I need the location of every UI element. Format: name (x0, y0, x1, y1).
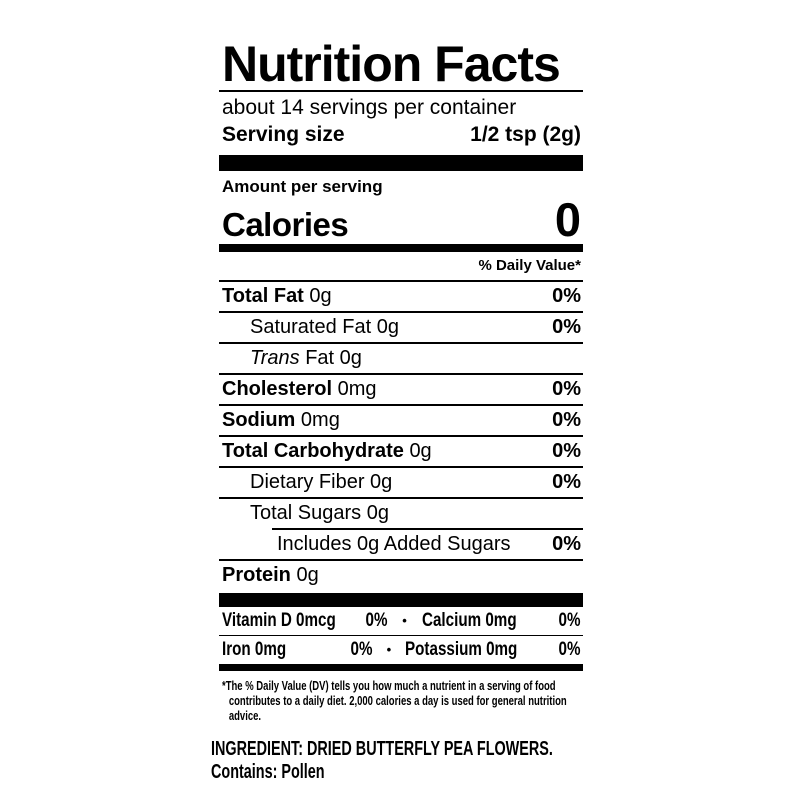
thick-bar-top (219, 155, 583, 171)
label-title: Nutrition Facts (222, 36, 561, 92)
nutrient-name: Total Fat 0g (222, 285, 332, 307)
servings-per-container: about 14 servings per container (222, 96, 517, 119)
nutrient-row-trans-fat: Trans Fat 0g (219, 344, 583, 375)
bullet-separator: • (402, 613, 407, 628)
bullet-separator: • (386, 642, 392, 657)
vitamin-row-2: Iron 0mg 0% • Potassium 0mg 0% (219, 636, 583, 664)
partial-divider-added-sugars (272, 528, 583, 530)
title-divider (219, 90, 583, 92)
vitamin-name: Potassium 0mg (404, 639, 518, 660)
daily-value-footnote: *The % Daily Value (DV) tells you how mu… (222, 679, 567, 723)
nutrient-dv: 0% (552, 316, 581, 338)
serving-size-value: 1/2 tsp (2g) (470, 123, 581, 146)
nutrient-name: Dietary Fiber 0g (250, 471, 393, 493)
nutrient-dv: 0% (552, 409, 581, 431)
thick-bar-protein (219, 593, 583, 607)
vitamin-name: Vitamin D 0mcg (222, 610, 336, 631)
nutrient-dv: 0% (552, 440, 581, 462)
daily-value-header: % Daily Value* (219, 252, 583, 282)
nutrient-dv: 0% (552, 285, 581, 307)
nutrient-dv: 0% (552, 378, 581, 400)
vitamin-row-1: Vitamin D 0mcg 0% • Calcium 0mg 0% (219, 607, 583, 636)
vitamin-name: Calcium 0mg (422, 610, 517, 631)
footnote-wrap: *The % Daily Value (DV) tells you how mu… (222, 679, 583, 724)
nutrient-name: Includes 0g Added Sugars (277, 533, 511, 555)
calories-label: Calories (222, 206, 349, 243)
nutrient-row-dietary-fiber: Dietary Fiber 0g 0% (219, 468, 583, 499)
serving-size-label: Serving size (222, 123, 345, 146)
serving-size-row: Serving size 1/2 tsp (2g) (219, 121, 583, 148)
ingredient-statement: INGREDIENT: DRIED BUTTERFLY PEA FLOWERS. (211, 738, 553, 760)
nutrient-name: Sodium 0mg (222, 409, 340, 431)
vitamin-dv: 0% (365, 610, 387, 631)
nutrition-facts-label: Nutrition Facts about 14 servings per co… (211, 36, 583, 784)
calories-value: 0 (554, 193, 581, 246)
vitamin-name: Iron 0mg (222, 639, 287, 660)
nutrient-row-protein: Protein 0g (219, 561, 583, 590)
nutrient-name: Protein 0g (222, 564, 319, 586)
nutrient-name: Trans Fat 0g (250, 347, 362, 369)
nutrient-dv: 0% (552, 471, 581, 493)
amount-per-serving: Amount per serving (222, 177, 383, 196)
nutrient-row-total-fat: Total Fat 0g 0% (219, 282, 583, 313)
nutrient-name: Total Carbohydrate 0g (222, 440, 432, 462)
nutrient-row-total-sugars: Total Sugars 0g (219, 499, 583, 528)
nutrient-name: Total Sugars 0g (250, 502, 389, 524)
nutrient-dv: 0% (552, 533, 581, 555)
ingredients-block: INGREDIENT: DRIED BUTTERFLY PEA FLOWERS.… (211, 738, 583, 784)
nutrient-name: Cholesterol 0mg (222, 378, 377, 400)
nutrient-row-saturated-fat: Saturated Fat 0g 0% (219, 313, 583, 344)
nutrient-row-total-carbohydrate: Total Carbohydrate 0g 0% (219, 437, 583, 468)
medium-bar-calories (219, 244, 583, 252)
vitamin-dv: 0% (558, 610, 580, 631)
nutrient-row-added-sugars: Includes 0g Added Sugars 0% (219, 530, 583, 561)
contains-statement: Contains: Pollen (211, 761, 325, 783)
nutrient-name: Saturated Fat 0g (250, 316, 399, 338)
vitamin-dv: 0% (350, 639, 373, 660)
vitamin-dv: 0% (558, 639, 581, 660)
nutrient-row-cholesterol: Cholesterol 0mg 0% (219, 375, 583, 406)
thick-bar-vitamins (219, 664, 583, 671)
nutrient-row-sodium: Sodium 0mg 0% (219, 406, 583, 437)
calories-row: Calories 0 (219, 193, 583, 246)
